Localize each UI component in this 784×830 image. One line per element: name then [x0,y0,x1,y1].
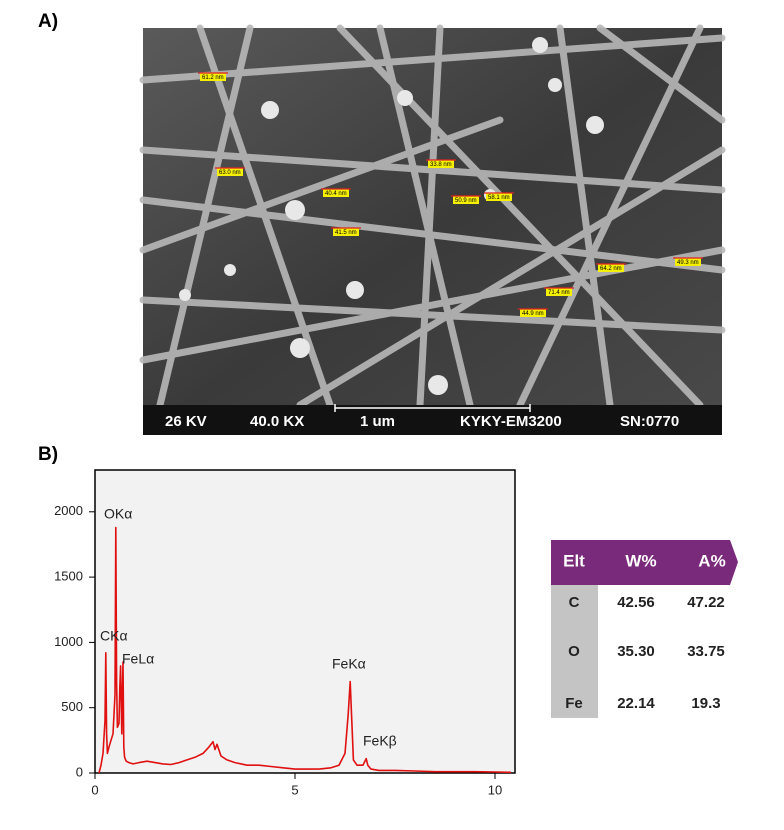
peak-annotation: CKα [100,628,128,644]
measurement-label: 61.2 nm [202,75,224,81]
measurement-label: 71.4 nm [548,290,570,296]
sem-info: 40.0 KX [250,413,304,430]
sem-info: 1 um [360,413,395,430]
measurement-label: 58.1 nm [488,195,510,201]
measurement-box [520,309,546,317]
y-tick-label: 500 [61,699,83,714]
table-header: Elt [563,551,585,570]
sem-info: KYKY-EM3200 [460,413,562,430]
measurement-box [598,264,624,272]
measurement-label: 64.2 nm [600,266,622,272]
measurement-label: 41.5 nm [335,230,357,236]
table-header: A% [698,551,725,570]
sem-info: SN:0770 [620,413,679,430]
table-cell: Fe [565,695,583,712]
sem-info: 26 KV [165,413,207,430]
panel-label: A) [38,11,58,32]
peak-annotation: OKα [104,506,132,522]
measurement-box [200,73,226,81]
y-tick-label: 1500 [54,569,83,584]
measurement-box [675,258,701,266]
y-tick-label: 2000 [54,503,83,518]
measurement-label: 63.0 nm [219,170,241,176]
peak-annotation: FeKα [332,656,366,672]
x-tick-label: 0 [91,782,98,797]
table-cell: C [569,594,580,611]
panel-label: B) [38,444,58,465]
table-cell: 22.14 [617,695,655,712]
measurement-box [428,160,454,168]
table [551,540,738,718]
plot-area [94,469,516,774]
measurement-box [453,196,479,204]
measurement-label: 33.8 nm [430,162,452,168]
x-tick-label: 10 [488,782,502,797]
x-tick-label: 5 [291,782,298,797]
measurement-label: 40.4 nm [325,191,347,197]
table-header: W% [625,551,656,570]
measurement-box [217,168,243,176]
measurement-box [333,228,359,236]
table-cell: 35.30 [617,643,655,660]
y-tick-label: 1000 [54,634,83,649]
measurement-label: 44.9 nm [522,311,544,317]
sem-image [139,24,726,435]
table-cell: 42.56 [617,594,655,611]
peak-annotation: FeLα [122,651,154,667]
table-cell: 33.75 [687,643,725,660]
table-cell: 47.22 [687,594,725,611]
peak-annotation: FeKβ [363,733,397,749]
table-cell: O [568,643,580,660]
table-cell: 19.3 [691,695,720,712]
y-tick-label: 0 [76,764,83,779]
measurement-box [323,189,349,197]
measurement-label: 49.3 nm [677,260,699,266]
spectrum [98,526,512,774]
measurement-label: 50.9 nm [455,198,477,204]
measurement-box [546,288,572,296]
measurement-box [486,193,512,201]
